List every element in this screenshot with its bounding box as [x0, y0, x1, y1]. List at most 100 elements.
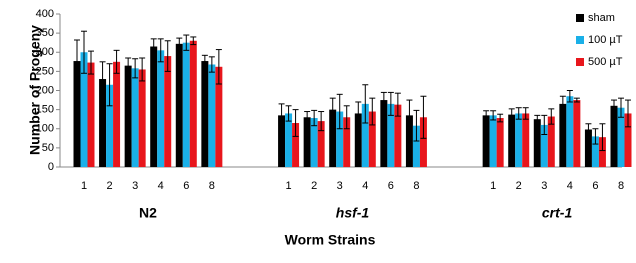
bar — [547, 116, 555, 167]
bar — [559, 103, 567, 167]
error-bar — [336, 93, 343, 130]
legend-swatch — [576, 14, 584, 22]
y-tick-label: 250 — [36, 65, 54, 77]
error-bar — [164, 40, 171, 72]
error-bar — [573, 97, 580, 103]
bar — [533, 119, 541, 167]
bar — [540, 124, 548, 167]
bar — [106, 84, 114, 167]
error-bar — [113, 49, 120, 74]
bar — [508, 114, 516, 167]
bar — [278, 115, 286, 167]
error-bar — [625, 99, 631, 128]
bar — [336, 111, 344, 167]
bar — [343, 117, 351, 167]
error-bar — [413, 109, 420, 142]
y-axis-label: Number of Progeny — [27, 25, 43, 155]
bar — [99, 79, 107, 167]
x-tick-label: 8 — [618, 180, 624, 192]
bar — [113, 61, 121, 167]
error-bar — [183, 34, 190, 51]
bar — [617, 107, 625, 167]
bar — [419, 117, 427, 167]
error-bar — [369, 97, 376, 126]
legend-label: 500 µT — [588, 56, 623, 68]
error-bar — [176, 37, 183, 51]
bar — [201, 61, 209, 167]
bar — [303, 117, 311, 167]
x-tick-label: 4 — [567, 180, 573, 192]
error-bar — [618, 97, 624, 118]
x-tick-label: 4 — [362, 180, 368, 192]
error-bar — [81, 30, 87, 74]
x-axis-label: Worm Strains — [285, 232, 376, 248]
error-bar — [201, 54, 208, 68]
bar — [189, 40, 197, 167]
error-bar — [394, 92, 401, 117]
error-bar — [355, 101, 362, 126]
error-bar — [380, 91, 387, 109]
bar — [394, 104, 402, 167]
bar — [157, 50, 165, 167]
bar — [80, 52, 88, 167]
legend-label: 100 µT — [588, 34, 623, 46]
bar — [73, 61, 81, 167]
error-bar — [157, 38, 164, 63]
error-bar — [362, 84, 369, 124]
bar — [285, 113, 293, 167]
x-tick-label: 2 — [516, 180, 522, 192]
error-bar — [208, 56, 215, 73]
group-label: N2 — [139, 205, 157, 221]
bar — [496, 118, 504, 167]
bar — [150, 46, 158, 168]
y-tick-label: 350 — [36, 27, 54, 39]
bar — [610, 105, 618, 167]
legend-swatch — [576, 36, 584, 44]
error-bar — [508, 108, 515, 121]
error-bar — [329, 97, 336, 122]
error-bar — [483, 110, 490, 121]
bar — [624, 113, 632, 167]
bar — [405, 115, 413, 167]
error-bar — [559, 95, 566, 113]
bar — [215, 66, 223, 167]
legend-label: sham — [588, 12, 615, 24]
bar — [412, 125, 420, 167]
bar — [482, 115, 490, 167]
bar — [387, 103, 395, 167]
x-tick-label: 3 — [541, 180, 547, 192]
error-bar — [522, 107, 529, 120]
bar — [310, 118, 318, 167]
x-tick-label: 4 — [158, 180, 164, 192]
error-bar — [150, 38, 157, 55]
error-bar — [190, 36, 197, 46]
x-tick-label: 6 — [183, 180, 189, 192]
bar — [182, 42, 190, 167]
bar — [164, 56, 172, 168]
y-tick-label: 0 — [48, 161, 54, 173]
error-bar — [566, 90, 573, 103]
bar — [361, 103, 369, 167]
y-tick-label: 150 — [36, 104, 54, 116]
x-tick-label: 2 — [107, 180, 113, 192]
x-tick-label: 3 — [337, 180, 343, 192]
y-tick-label: 400 — [36, 8, 54, 20]
error-bar — [497, 113, 504, 123]
x-tick-label: 1 — [81, 180, 87, 192]
bar — [175, 43, 183, 167]
bar — [368, 111, 376, 167]
group-label: hsf-1 — [336, 205, 370, 221]
bar — [515, 113, 523, 167]
bar — [329, 109, 337, 167]
error-bar — [139, 57, 146, 82]
error-bar — [285, 105, 292, 122]
error-bar — [420, 95, 427, 139]
legend-swatch — [576, 58, 584, 66]
error-bar — [490, 110, 497, 121]
x-tick-label: 8 — [413, 180, 419, 192]
bar — [566, 96, 574, 167]
x-tick-label: 3 — [132, 180, 138, 192]
bar — [124, 65, 132, 167]
bar — [598, 137, 606, 167]
